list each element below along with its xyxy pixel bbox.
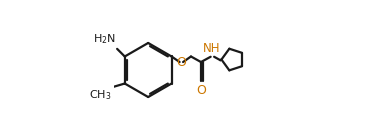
Text: CH$_3$: CH$_3$ bbox=[90, 88, 112, 102]
Text: O: O bbox=[196, 84, 206, 97]
Text: O: O bbox=[176, 56, 186, 68]
Text: H$_2$N: H$_2$N bbox=[94, 33, 116, 46]
Text: NH: NH bbox=[203, 42, 221, 55]
